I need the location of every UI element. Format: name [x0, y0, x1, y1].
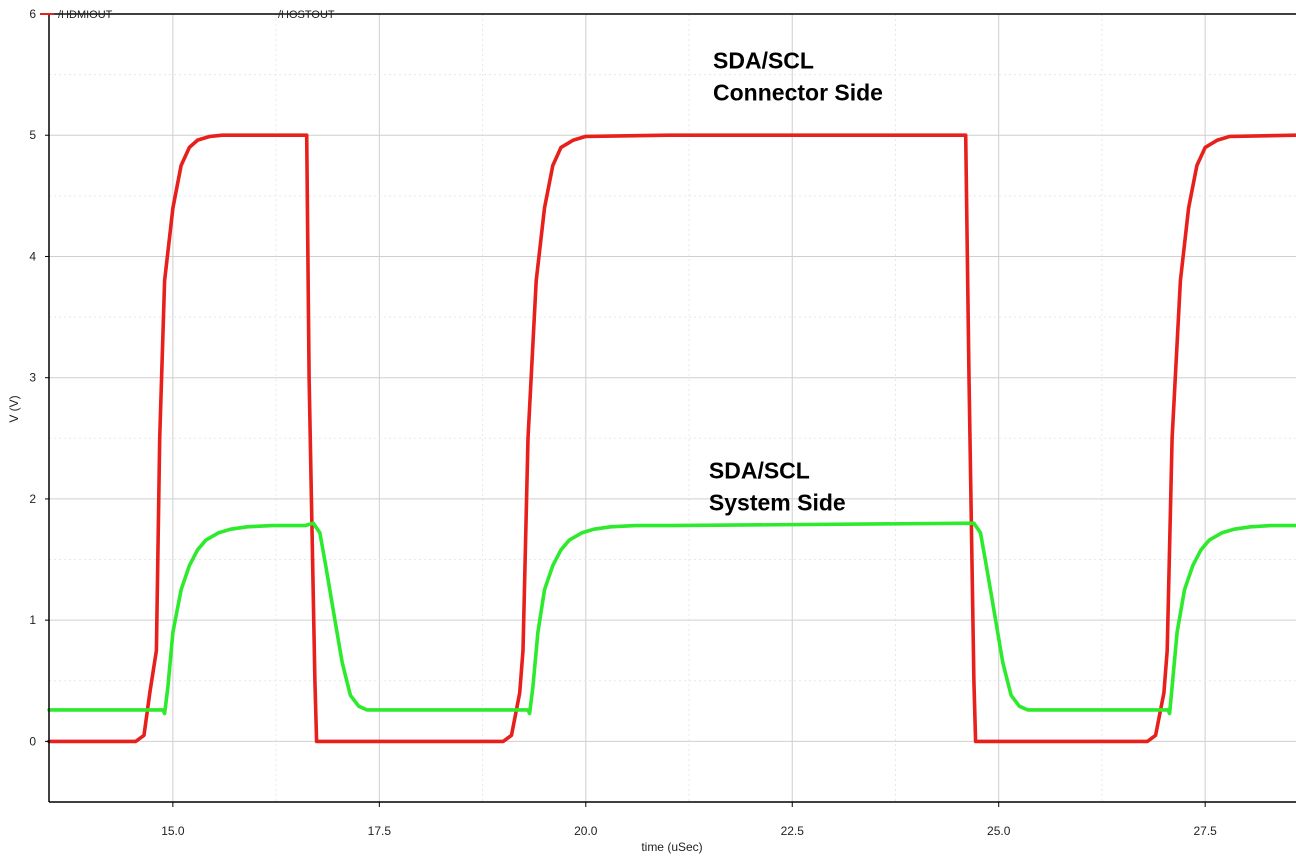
legend-item-hostout: /HOSTOUT [278, 9, 335, 21]
y-tick-label: 2 [29, 492, 36, 506]
x-tick-label: 15.0 [161, 824, 185, 838]
series-line-0 [47, 133, 1296, 744]
legend-item-hdmiout: /HDMIOUT [58, 9, 113, 21]
y-tick-label: 3 [29, 371, 36, 385]
annotation-0-line-0: SDA/SCL [713, 48, 814, 74]
y-tick-label: 1 [29, 613, 36, 627]
y-tick-labels: 0 1 2 3 4 5 6 [29, 7, 49, 748]
series-lines [47, 133, 1296, 744]
x-tick-label: 25.0 [987, 824, 1011, 838]
y-tick-label: 5 [29, 128, 36, 142]
x-tick-label: 17.5 [368, 824, 392, 838]
y-axis-title: V (V) [7, 395, 21, 422]
legend: /HDMIOUT /HOSTOUT [40, 9, 335, 21]
annotation-1-line-0: SDA/SCL [709, 457, 810, 483]
y-tick-label: 6 [29, 7, 36, 21]
x-tick-labels: 15.0 17.5 20.0 22.5 25.0 27.5 [161, 802, 1217, 838]
series-line-1 [47, 521, 1296, 716]
annotation-0-line-1: Connector Side [713, 80, 883, 106]
x-axis-title: time (uSec) [641, 840, 702, 854]
y-tick-label: 4 [29, 249, 36, 263]
y-tick-label: 0 [29, 734, 36, 748]
x-tick-label: 22.5 [781, 824, 805, 838]
annotations: SDA/SCL Connector Side SDA/SCL System Side [709, 48, 883, 516]
plot-area [49, 14, 1296, 802]
x-tick-label: 27.5 [1193, 824, 1217, 838]
x-tick-label: 20.0 [574, 824, 598, 838]
annotation-1-line-1: System Side [709, 489, 846, 515]
